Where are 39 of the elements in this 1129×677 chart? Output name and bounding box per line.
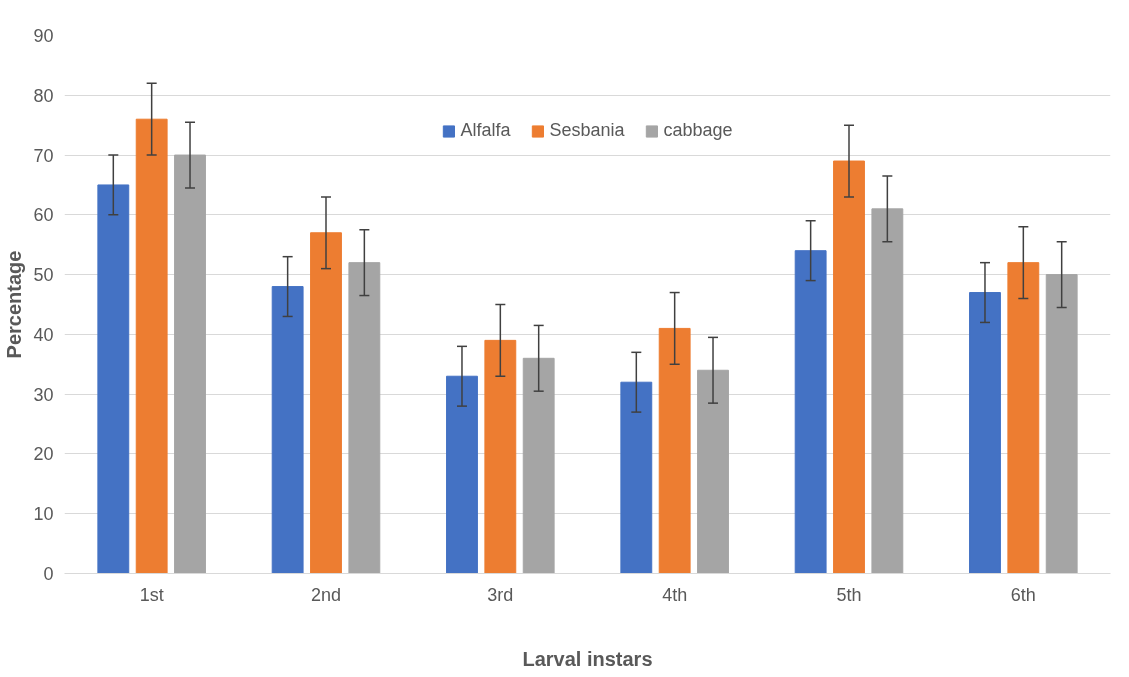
bar — [484, 339, 517, 574]
bar — [446, 375, 478, 574]
y-tick-label: 70 — [33, 145, 54, 166]
x-tick-label: 6th — [1010, 584, 1036, 605]
y-axis-title: Percentage — [3, 250, 26, 359]
bar — [271, 286, 304, 574]
bar — [697, 369, 729, 574]
legend-label: cabbage — [663, 120, 733, 141]
bar — [310, 232, 342, 574]
bar — [1045, 274, 1078, 574]
legend-label: Alfalfa — [460, 120, 511, 141]
bar — [658, 327, 691, 574]
bar — [135, 118, 168, 574]
bar — [1007, 262, 1040, 574]
y-tick-label: 60 — [33, 205, 54, 226]
bar — [522, 357, 555, 574]
legend-label: Sesbania — [549, 120, 625, 141]
bar — [833, 160, 865, 574]
bar — [97, 184, 130, 574]
bar — [620, 381, 653, 574]
y-tick-label: 30 — [33, 384, 54, 405]
y-tick-label: 90 — [33, 26, 54, 46]
x-tick-label: 1st — [139, 584, 164, 605]
bar — [174, 154, 206, 574]
y-tick-label: 80 — [33, 85, 54, 106]
y-tick-label: 10 — [33, 504, 54, 525]
y-tick-label: 40 — [33, 324, 54, 345]
y-tick-label: 0 — [43, 564, 54, 584]
bar — [794, 250, 827, 574]
bar — [969, 292, 1001, 574]
x-tick-label: 2nd — [310, 584, 342, 605]
bar — [348, 262, 381, 574]
x-tick-label: 5th — [836, 584, 862, 605]
x-tick-label: 4th — [662, 584, 688, 605]
y-tick-label: 20 — [33, 444, 54, 465]
x-axis-title: Larval instars — [522, 647, 653, 670]
x-tick-label: 3rd — [487, 584, 514, 605]
y-tick-label: 50 — [33, 265, 54, 286]
bar — [871, 208, 904, 574]
